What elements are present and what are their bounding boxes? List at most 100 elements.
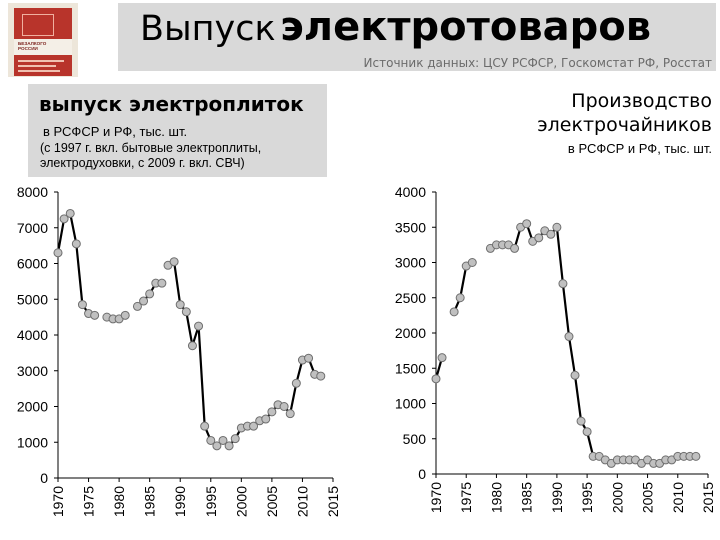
left-chart-data-point <box>175 300 185 310</box>
right-chart-data-point <box>437 353 447 363</box>
left-chart-data-point <box>132 301 142 311</box>
header-band <box>118 3 716 71</box>
left-chart-data-point <box>157 278 167 288</box>
left-chart-data-point <box>71 239 81 249</box>
left-chart-y-tick-label: 5000 <box>17 291 48 307</box>
right-chart-data-point <box>582 427 592 437</box>
book-cover-image: БЕЗАЛКОГО РОССИИ <box>8 3 78 77</box>
right-chart-y-tick-label: 2000 <box>395 325 426 341</box>
right-chart-data-point <box>570 370 580 380</box>
right-chart-x-tick-label: 2000 <box>609 482 625 513</box>
left-chart-y-tick-label: 7000 <box>17 220 48 236</box>
right-chart-y-tick-label: 3000 <box>395 255 426 271</box>
left-chart-x-tick-label: 2000 <box>233 486 249 517</box>
left-chart-series-line <box>56 211 95 317</box>
left-chart-x-tick-label: 2015 <box>325 486 341 517</box>
right-chart-x-tick-label: 1975 <box>458 482 474 513</box>
right-chart-data-point <box>455 293 465 303</box>
left-chart-data-point <box>53 248 63 258</box>
right-chart-data-point <box>431 374 441 384</box>
left-chart-series-line <box>167 259 322 448</box>
left-chart-data-point <box>291 378 301 388</box>
right-chart-data-point <box>564 332 574 342</box>
left-chart-data-point <box>139 296 149 306</box>
book-cover-stripe <box>18 60 64 62</box>
left-chart-data-point <box>200 421 210 431</box>
right-chart-x-tick-label: 2005 <box>640 482 656 513</box>
right-chart-x-tick-label: 1995 <box>579 482 595 513</box>
left-chart-x-tick-label: 1970 <box>50 486 66 517</box>
left-chart-data-point <box>77 300 87 310</box>
right-chart-y-tick-label: 4000 <box>395 184 426 200</box>
left-chart-data-point <box>120 310 130 320</box>
right-chart-y-tick-label: 1500 <box>395 360 426 376</box>
right-chart-x-tick-label: 1980 <box>488 482 504 513</box>
left-chart-x-tick-label: 1995 <box>203 486 219 517</box>
right-chart-x-tick-label: 2015 <box>700 482 716 513</box>
book-cover-stripe <box>18 70 60 72</box>
left-chart-title: выпуск электроплиток <box>39 92 304 116</box>
left-chart-data-point <box>206 435 216 445</box>
left-chart-data-point <box>230 434 240 444</box>
right-chart-data-point <box>552 222 562 232</box>
left-chart-data-point <box>279 402 289 411</box>
left-chart-data-point <box>249 421 259 431</box>
left-chart-data-point <box>261 414 271 424</box>
book-cover-line1: БЕЗАЛКОГО <box>18 41 47 46</box>
right-chart-subtitle: в РСФСР и РФ, тыс. шт. <box>567 141 712 156</box>
right-chart-title-line2: электрочайников <box>537 114 712 136</box>
page-title-bold: электротоваров <box>280 4 652 50</box>
left-chart-data-point <box>304 353 314 363</box>
right-chart-y-tick-label: 2500 <box>395 290 426 306</box>
left-chart: 0 1000 2000 3000 4000 5000 6000 7000 8000 1970 197… <box>17 184 341 517</box>
left-chart-x-tick-label: 2005 <box>264 486 280 517</box>
right-chart-y-tick-label: 500 <box>403 431 427 447</box>
right-chart-title-line1: Производство <box>571 90 712 112</box>
book-cover-emblem <box>22 14 54 36</box>
left-chart-data-point <box>145 289 155 299</box>
left-chart-x-tick-label: 1980 <box>111 486 127 517</box>
right-chart-title: Производство электрочайников <box>480 89 712 137</box>
left-chart-data-point <box>181 307 191 317</box>
right-chart-data-point <box>510 243 520 253</box>
left-chart-x-tick-label: 1985 <box>142 486 158 517</box>
right-chart-y-tick-label: 1000 <box>395 396 426 412</box>
left-chart-y-tick-label: 4000 <box>17 327 48 343</box>
right-chart-y-tick-label: 3500 <box>395 219 426 235</box>
left-chart-y-tick-label: 6000 <box>17 256 48 272</box>
left-chart-y-tick-label: 8000 <box>17 184 48 200</box>
right-chart-data-point <box>522 219 532 229</box>
left-chart-data-point <box>218 435 228 445</box>
right-chart-data-point <box>546 229 556 239</box>
right-chart-series-line <box>489 222 696 465</box>
right-chart-x-tick-label: 1990 <box>549 482 565 513</box>
left-chart-data-point <box>267 407 277 417</box>
right-chart-y-tick-label: 0 <box>418 466 426 482</box>
book-cover-band <box>14 39 72 55</box>
left-chart-data-point <box>194 321 204 331</box>
left-chart-x-tick-label: 1975 <box>81 486 97 517</box>
left-chart-y-tick-label: 2000 <box>17 399 48 415</box>
right-chart-data-point <box>558 279 568 289</box>
left-chart-data-point <box>316 371 326 381</box>
right-chart-x-tick-label: 2010 <box>670 482 686 513</box>
left-chart-data-point <box>65 208 75 218</box>
right-chart: 0 500 1000 1500 2000 2500 3000 3500 4000 1970 1975… <box>395 184 716 513</box>
left-chart-x-tick-label: 1990 <box>172 486 188 517</box>
page-title: Выпуск электротоваров <box>140 4 720 50</box>
book-cover-stripe <box>18 65 56 67</box>
data-source: Источник данных: ЦСУ РСФСР, Госкомстат Р… <box>363 56 712 70</box>
book-cover-text: БЕЗАЛКОГО РОССИИ <box>18 41 46 51</box>
right-chart-data-point <box>467 258 477 267</box>
page-title-light: Выпуск <box>140 9 276 49</box>
left-panel-box <box>28 84 327 177</box>
left-chart-note: (с 1997 г. вкл. бытовые электроплиты, эл… <box>40 141 262 170</box>
left-chart-data-point <box>169 257 179 267</box>
left-chart-data-point <box>90 310 100 320</box>
left-chart-y-tick-label: 0 <box>40 470 48 486</box>
left-chart-y-tick-label: 3000 <box>17 363 48 379</box>
right-chart-data-point <box>691 451 701 461</box>
left-chart-x-tick-label: 2010 <box>294 486 310 517</box>
left-chart-data-point <box>285 409 295 419</box>
left-chart-data-point <box>187 341 197 351</box>
